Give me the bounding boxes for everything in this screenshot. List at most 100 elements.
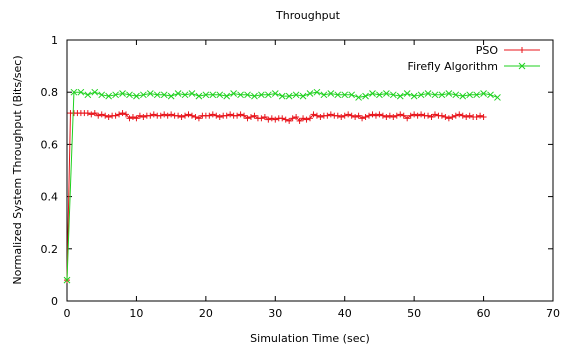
data-point-firefly-algorithm bbox=[98, 91, 106, 99]
legend-marker-firefly-algorithm bbox=[518, 62, 526, 70]
data-point-firefly-algorithm bbox=[494, 94, 501, 101]
data-point-pso bbox=[84, 110, 91, 117]
data-point-firefly-algorithm bbox=[348, 91, 356, 99]
data-point-firefly-algorithm bbox=[285, 92, 293, 100]
data-point-firefly-algorithm bbox=[355, 94, 362, 101]
data-point-pso bbox=[286, 117, 293, 124]
data-point-pso bbox=[327, 111, 334, 118]
x-tick-label: 60 bbox=[477, 307, 491, 320]
data-point-firefly-algorithm bbox=[438, 91, 446, 99]
data-point-pso bbox=[400, 112, 407, 119]
data-point-pso bbox=[272, 116, 279, 123]
data-point-pso bbox=[466, 112, 473, 119]
data-point-pso bbox=[91, 110, 98, 117]
data-point-firefly-algorithm-d2 bbox=[258, 91, 265, 99]
data-point-firefly-algorithm bbox=[63, 276, 71, 284]
data-point-firefly-algorithm bbox=[299, 92, 307, 100]
data-point-pso bbox=[379, 112, 386, 119]
data-point-pso bbox=[404, 115, 411, 122]
legend-marker-firefly-algorithm-d2 bbox=[518, 62, 526, 70]
data-point-firefly-algorithm-d2 bbox=[181, 91, 189, 99]
data-point-firefly-algorithm-d2 bbox=[278, 92, 286, 100]
data-point-firefly-algorithm-d2 bbox=[417, 91, 425, 99]
series-line-pso bbox=[66, 112, 484, 281]
data-point-pso bbox=[300, 115, 307, 122]
data-point-firefly-algorithm bbox=[216, 91, 224, 99]
data-point-pso bbox=[105, 113, 112, 120]
y-tick-label: 0.4 bbox=[41, 191, 59, 204]
data-point-firefly-algorithm-d2 bbox=[105, 92, 113, 100]
data-point-firefly-algorithm-d2 bbox=[410, 92, 418, 100]
data-point-firefly-algorithm bbox=[341, 91, 349, 99]
data-point-firefly-algorithm-d2 bbox=[153, 91, 161, 99]
data-point-firefly-algorithm bbox=[77, 88, 85, 96]
data-point-firefly-algorithm bbox=[445, 90, 453, 97]
data-point-pso bbox=[234, 112, 241, 119]
data-point-pso bbox=[268, 115, 275, 122]
data-point-firefly-algorithm bbox=[292, 91, 300, 99]
y-tick-label: 1 bbox=[51, 34, 58, 47]
data-point-pso bbox=[129, 113, 136, 120]
data-point-pso bbox=[119, 110, 126, 117]
data-point-firefly-algorithm-d2 bbox=[98, 91, 106, 99]
data-point-firefly-algorithm-d2 bbox=[216, 91, 224, 99]
data-point-firefly-algorithm-d2 bbox=[112, 91, 119, 99]
data-point-pso bbox=[293, 113, 300, 120]
data-point-pso bbox=[317, 113, 324, 120]
data-point-firefly-algorithm bbox=[70, 88, 78, 96]
data-point-firefly-algorithm-d2 bbox=[306, 90, 314, 97]
data-point-firefly-algorithm bbox=[459, 92, 467, 100]
data-point-pso bbox=[95, 112, 102, 119]
y-axis-title: Normalized System Throughput (Bits/sec) bbox=[11, 55, 24, 284]
data-point-firefly-algorithm-d2 bbox=[133, 92, 140, 100]
data-point-pso bbox=[244, 115, 251, 122]
x-tick-label: 50 bbox=[407, 307, 421, 320]
data-point-firefly-algorithm-d2 bbox=[383, 90, 390, 97]
data-point-pso bbox=[185, 111, 192, 118]
data-point-pso bbox=[116, 111, 123, 118]
data-point-pso bbox=[480, 113, 487, 120]
data-point-pso bbox=[206, 112, 213, 119]
data-point-firefly-algorithm-d2 bbox=[369, 90, 376, 97]
data-point-pso bbox=[407, 112, 414, 119]
x-tick-label: 20 bbox=[199, 307, 213, 320]
data-point-pso bbox=[414, 112, 421, 119]
data-point-firefly-algorithm bbox=[119, 90, 126, 97]
data-point-firefly-algorithm-d2 bbox=[237, 91, 244, 99]
data-point-pso bbox=[147, 112, 154, 119]
data-point-firefly-algorithm-d2 bbox=[403, 90, 411, 97]
data-point-firefly-algorithm bbox=[105, 92, 113, 100]
data-point-firefly-algorithm bbox=[403, 90, 411, 97]
data-point-pso bbox=[237, 111, 244, 118]
legend-marker-pso bbox=[519, 47, 525, 53]
data-point-firefly-algorithm-d2 bbox=[494, 94, 501, 101]
data-point-firefly-algorithm bbox=[209, 91, 217, 99]
data-point-firefly-algorithm bbox=[396, 92, 404, 100]
data-point-pso bbox=[393, 112, 400, 119]
data-point-pso bbox=[140, 113, 147, 120]
data-point-pso bbox=[341, 112, 348, 119]
data-point-pso bbox=[418, 111, 425, 118]
data-point-pso bbox=[112, 112, 119, 119]
data-point-firefly-algorithm bbox=[410, 92, 418, 100]
data-point-pso bbox=[376, 111, 383, 118]
data-point-firefly-algorithm bbox=[167, 92, 175, 100]
plot-area-frame bbox=[66, 39, 554, 302]
x-tick-label: 70 bbox=[546, 307, 560, 320]
data-point-pso bbox=[178, 113, 185, 120]
data-point-firefly-algorithm bbox=[431, 91, 439, 99]
data-point-firefly-algorithm bbox=[487, 91, 494, 99]
data-point-pso bbox=[136, 112, 143, 119]
data-point-firefly-algorithm-d2 bbox=[299, 92, 307, 100]
data-point-firefly-algorithm-d2 bbox=[459, 92, 467, 100]
data-point-pso bbox=[369, 111, 376, 118]
data-point-firefly-algorithm bbox=[466, 91, 474, 99]
data-point-firefly-algorithm-d2 bbox=[223, 92, 231, 100]
x-axis-title: Simulation Time (sec) bbox=[250, 332, 370, 345]
data-point-firefly-algorithm bbox=[181, 91, 189, 99]
data-point-pso bbox=[168, 111, 175, 118]
data-point-pso bbox=[383, 113, 390, 120]
data-point-firefly-algorithm-d2 bbox=[355, 94, 362, 101]
data-point-firefly-algorithm-d2 bbox=[174, 90, 182, 97]
